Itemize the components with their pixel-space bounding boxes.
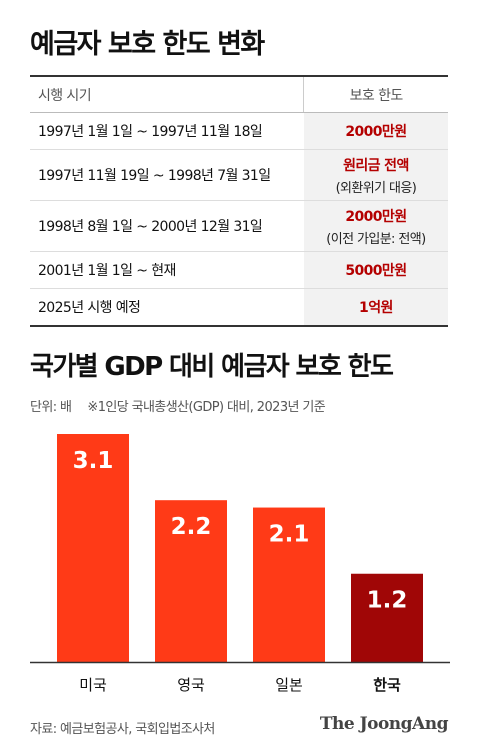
value-label: 1.2 [367, 588, 408, 614]
value-label: 2.2 [171, 514, 212, 540]
limit-cell: 1억원 [359, 300, 393, 316]
table-row: 1997년 11월 19일 ~ 1998년 7월 31일 원리금 전액 (외환위… [30, 149, 448, 201]
period-cell: 1997년 1월 1일 ~ 1997년 11월 18일 [30, 112, 304, 150]
chart-subtitle: 단위: 배 ※1인당 국내총생산(GDP) 대비, 2023년 기준 [30, 396, 326, 415]
bar-미국 [57, 434, 129, 662]
brand-logo: The JoongAng [319, 714, 449, 734]
limit-cell: 2000만원 [345, 124, 407, 140]
protection-limit-table: 시행 시기 보호 한도 1997년 1월 1일 ~ 1997년 11월 18일 … [30, 75, 448, 327]
source-note: 자료: 예금보험공사, 국회입법조사처 [30, 722, 215, 737]
table-header-row: 시행 시기 보호 한도 [30, 75, 448, 113]
limit-note: (외환위기 대응) [335, 180, 417, 196]
category-label: 미국 [79, 676, 107, 694]
bar-영국 [155, 500, 227, 662]
limit-note: (이전 가입분: 전액) [326, 231, 426, 247]
limit-cell: 5000만원 [345, 263, 407, 279]
chart-note: ※1인당 국내총생산(GDP) 대비, 2023년 기준 [87, 400, 326, 415]
table-row: 2001년 1월 1일 ~ 현재 5000만원 [30, 251, 448, 289]
category-label: 영국 [177, 676, 205, 694]
period-cell: 2025년 시행 예정 [30, 288, 304, 327]
limit-cell: 원리금 전액 [343, 157, 409, 174]
chart-unit: 단위: 배 [30, 400, 72, 415]
bar-일본 [253, 507, 325, 662]
category-label: 일본 [275, 676, 303, 694]
limit-cell: 2000만원 [345, 208, 407, 225]
table-row: 1997년 1월 1일 ~ 1997년 11월 18일 2000만원 [30, 112, 448, 150]
category-label: 한국 [373, 676, 401, 694]
value-label: 3.1 [73, 448, 114, 474]
period-cell: 1998년 8월 1일 ~ 2000년 12월 31일 [30, 200, 304, 252]
header-period: 시행 시기 [30, 75, 304, 113]
bar-한국 [351, 573, 423, 662]
page-title: 예금자 보호 한도 변화 [30, 29, 265, 60]
table-row: 1998년 8월 1일 ~ 2000년 12월 31일 2000만원 (이전 가… [30, 200, 448, 252]
table-row: 2025년 시행 예정 1억원 [30, 288, 448, 327]
header-limit: 보호 한도 [303, 75, 448, 113]
value-label: 2.1 [269, 522, 310, 548]
period-cell: 1997년 11월 19일 ~ 1998년 7월 31일 [30, 149, 304, 201]
bar-chart: 3.1 미국 2.2 영국 2.1 일본 1.2 한국 [30, 434, 450, 694]
period-cell: 2001년 1월 1일 ~ 현재 [30, 251, 304, 289]
chart-title: 국가별 GDP 대비 예금자 보호 한도 [30, 352, 394, 382]
